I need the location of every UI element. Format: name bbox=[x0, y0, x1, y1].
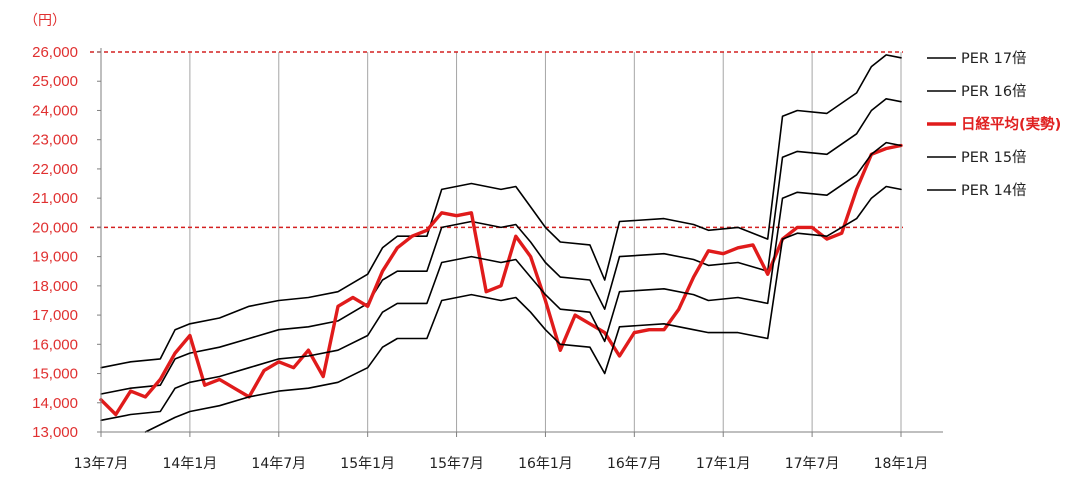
y-tick-label: 15,000 bbox=[32, 366, 78, 383]
legend-label: 日経平均(実勢) bbox=[961, 115, 1061, 133]
y-tick-label: 23,000 bbox=[32, 132, 78, 149]
y-tick-label: 20,000 bbox=[32, 219, 78, 236]
x-tick-label: 15年7月 bbox=[429, 456, 484, 472]
x-tick-label: 18年1月 bbox=[874, 456, 929, 472]
y-tick-label: 18,000 bbox=[32, 278, 78, 295]
y-tick-label: 19,000 bbox=[32, 249, 78, 266]
y-unit-label: （円） bbox=[24, 13, 66, 29]
x-tick-label: 16年7月 bbox=[607, 456, 662, 472]
legend-label: PER 16倍 bbox=[961, 83, 1027, 100]
y-tick-labels: 13,000 14,000 15,000 16,000 17,000 18,000 19,0… bbox=[32, 44, 78, 441]
x-tick-label: 16年1月 bbox=[518, 456, 573, 472]
legend-label: PER 15倍 bbox=[961, 149, 1027, 166]
legend-label: PER 14倍 bbox=[961, 182, 1027, 199]
y-tick-label: 21,000 bbox=[32, 190, 78, 207]
x-tick-label: 17年7月 bbox=[785, 456, 840, 472]
y-tick-label: 26,000 bbox=[32, 44, 78, 61]
x-tick-label: 17年1月 bbox=[696, 456, 751, 472]
x-tick-label: 14年1月 bbox=[163, 456, 218, 472]
y-tick-label: 13,000 bbox=[32, 424, 78, 441]
axes bbox=[97, 48, 943, 437]
series-line bbox=[144, 185, 902, 433]
x-tick-labels: 13年7月 14年1月 14年7月 15年1月 15年7月 16年1月 16年7月 17年1月… bbox=[74, 456, 929, 472]
y-tick-label: 24,000 bbox=[32, 102, 78, 119]
x-tick-label: 15年1月 bbox=[340, 456, 395, 472]
series-line bbox=[100, 98, 902, 395]
y-tick-label: 16,000 bbox=[32, 336, 78, 353]
y-tick-label: 25,000 bbox=[32, 73, 78, 90]
y-tick-label: 22,000 bbox=[32, 161, 78, 178]
series-lines bbox=[99, 54, 903, 433]
reference-lines bbox=[90, 51, 903, 229]
y-tick-label: 17,000 bbox=[32, 307, 78, 324]
series-line bbox=[100, 54, 902, 369]
series-line bbox=[100, 141, 902, 422]
y-tick-label: 14,000 bbox=[32, 395, 78, 412]
x-tick-label: 14年7月 bbox=[251, 456, 306, 472]
legend-label: PER 17倍 bbox=[961, 50, 1027, 67]
grid bbox=[189, 52, 902, 432]
series-line bbox=[99, 143, 903, 417]
x-tick-label: 13年7月 bbox=[74, 456, 129, 472]
